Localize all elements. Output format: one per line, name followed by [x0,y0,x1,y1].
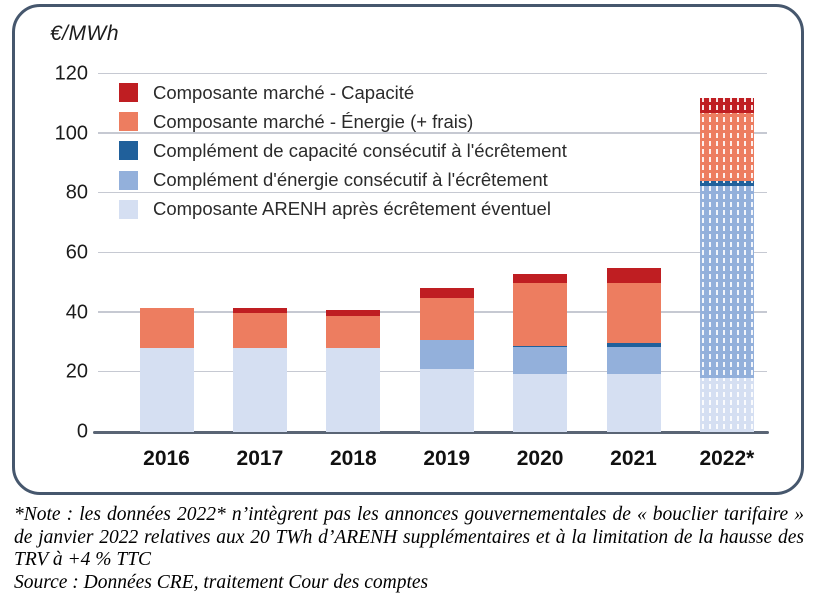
bar-segment [606,346,661,374]
legend-label: Composante marché - Énergie (+ frais) [153,110,474,132]
plot-area [93,72,769,434]
bar-segment [606,342,661,347]
gridline [98,251,767,253]
bar-segment [419,339,474,370]
legend-label: Complément de capacité consécutif à l'éc… [153,139,567,161]
bar-segment [513,282,568,346]
bar-segment [699,112,754,182]
bar-segment [606,267,661,283]
x-axis-label-2016: 2016 [143,447,190,470]
y-tick-label: 60 [65,241,88,264]
bar-segment [699,97,754,113]
bar-segment [232,307,287,314]
legend-item: Complément de capacité consécutif à l'éc… [119,136,567,165]
legend-swatch [119,170,138,190]
y-tick-label: 80 [65,181,88,204]
legend-item: Composante marché - Capacité [119,78,567,107]
gridline [98,72,767,74]
x-axis-label-2020: 2020 [516,447,564,470]
gridline [98,132,767,134]
bar-segment [419,369,474,432]
bar-segment [513,373,568,432]
bar-segment [513,345,568,347]
y-axis-title: €/MWh [50,22,120,45]
y-tick-label: 0 [76,420,88,443]
bar-2017 [232,307,287,432]
bar-segment [232,348,287,432]
footnote: *Note : les données 2022* n’intègrent pa… [14,504,804,594]
legend: Composante marché - Capacité Composante m… [119,78,567,224]
bar-segment [513,346,568,374]
y-axis-labels: 0 20 40 60 80 100 120 [12,63,88,443]
bar-segment [419,287,474,299]
y-tick-label: 40 [65,301,88,324]
bar-segment [699,185,754,379]
x-axis-label-2017: 2017 [236,447,284,470]
x-axis-labels: 2016 2017 2018 2019 2020 2021 2022* [0,447,816,477]
legend-swatch [119,141,138,161]
y-tick-label: 100 [54,122,88,145]
bar-segment [139,308,194,349]
x-axis-baseline [93,430,769,434]
legend-swatch [119,83,138,103]
legend-label: Composante marché - Capacité [153,81,415,103]
source-text: Source : Données CRE, traitement Cour de… [14,571,429,593]
bar-segment [232,313,287,349]
x-axis-label-2019: 2019 [423,447,471,470]
x-axis-label-2022: 2022* [699,447,755,470]
legend-label: Complément d'énergie consécutif à l'écrê… [153,169,548,191]
bar-segment [326,348,381,432]
legend-swatch [119,199,138,219]
bar-2022 [699,97,754,432]
bar-segment [513,273,568,283]
bar-segment [606,282,661,343]
note-text: *Note : les données 2022* n’intègrent pa… [14,504,804,570]
legend-swatch [119,112,138,132]
legend-item: Complément d'énergie consécutif à l'écrê… [119,166,567,195]
bar-2018 [326,309,381,432]
bar-segment [419,298,474,340]
bar-2016 [139,308,194,432]
bar-segment [699,181,754,186]
bar-segment [606,373,661,432]
bar-2020 [513,273,568,432]
legend-item: Composante ARENH après écrêtement éventu… [119,195,567,224]
bar-segment [326,315,381,349]
bar-2019 [419,287,474,432]
y-tick-label: 120 [54,62,88,85]
chart-frame [12,4,804,495]
legend-label: Composante ARENH après écrêtement éventu… [153,198,551,220]
y-tick-label: 20 [65,360,88,383]
x-axis-label-2018: 2018 [329,447,377,470]
legend-item: Composante marché - Énergie (+ frais) [119,107,567,136]
x-axis-label-2021: 2021 [610,447,657,470]
bar-2021 [606,267,661,432]
bar-segment [326,309,381,316]
bar-segment [699,378,754,432]
bar-segment [139,348,194,432]
gridline [98,191,767,194]
